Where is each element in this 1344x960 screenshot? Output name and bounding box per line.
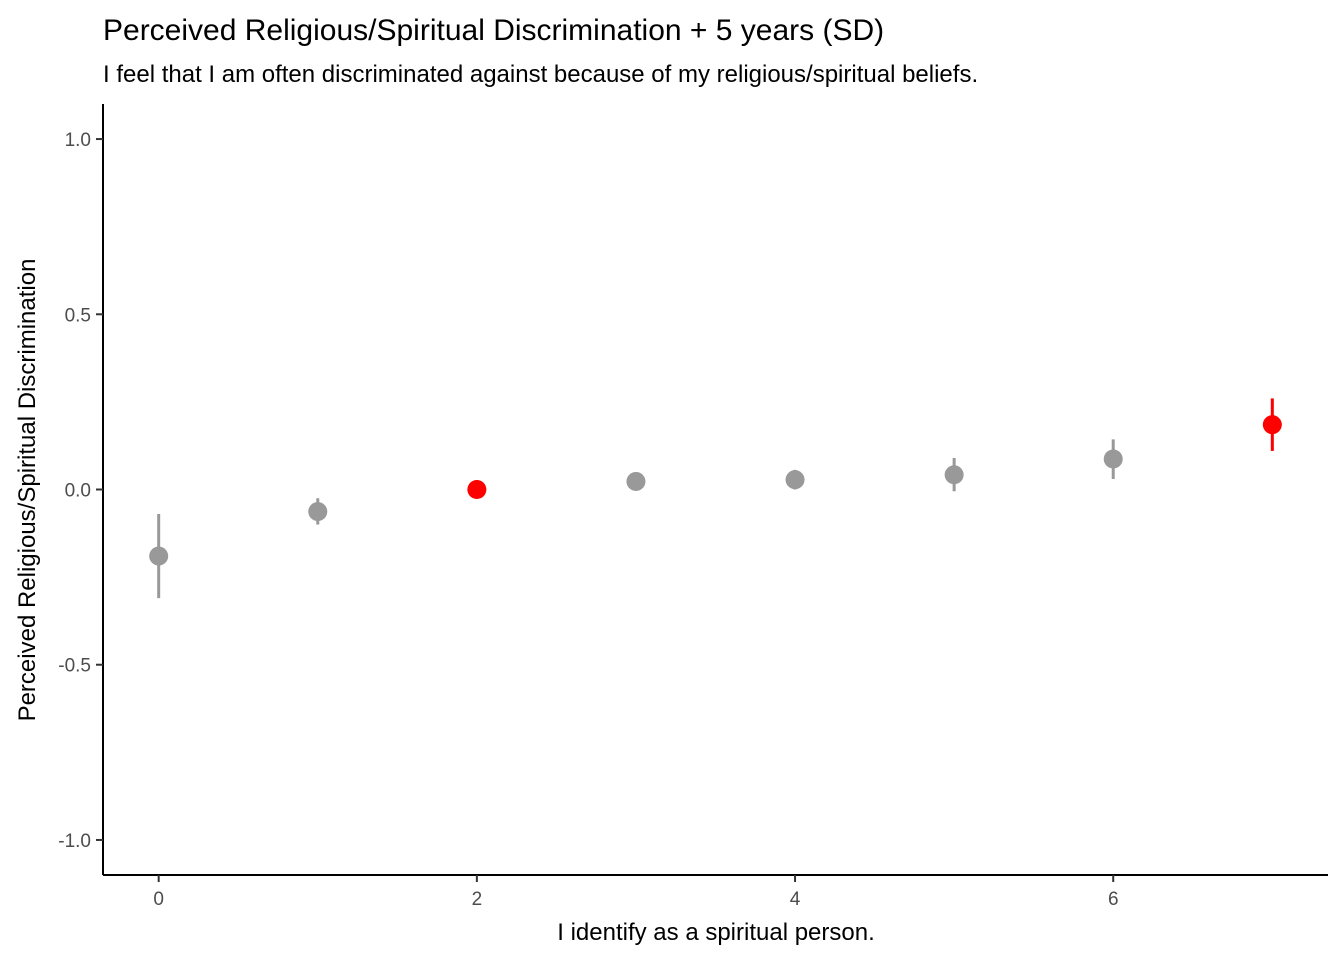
y-tick-label: -0.5: [58, 656, 91, 677]
x-tick-label: 0: [153, 889, 164, 910]
x-tick-label: 4: [790, 889, 801, 910]
x-tick-label: 2: [472, 889, 483, 910]
y-tick-label: 1.0: [65, 130, 91, 151]
data-point: [626, 471, 646, 491]
x-axis: 0 2 4 6: [103, 874, 1328, 910]
y-tick-label: 0.5: [65, 305, 91, 326]
x-tick-label: 6: [1108, 889, 1119, 910]
data-point: [1103, 449, 1123, 469]
data-point: [149, 546, 169, 566]
data-point-highlight: [1262, 415, 1282, 435]
data-point: [785, 470, 805, 490]
chart-title: Perceived Religious/Spiritual Discrimina…: [103, 14, 884, 47]
data-point: [308, 502, 328, 522]
y-tick-label: -1.0: [58, 831, 91, 852]
chart-subtitle: I feel that I am often discriminated aga…: [103, 61, 978, 88]
y-axis-label: Perceived Religious/Spiritual Discrimina…: [14, 259, 41, 722]
data-point: [944, 465, 964, 485]
x-axis-label: I identify as a spiritual person.: [557, 919, 875, 946]
data-point-highlight: [467, 480, 487, 499]
data-points: [149, 398, 1282, 599]
y-tick-label: 0.0: [65, 481, 91, 502]
y-axis: -1.0 -0.5 0.0 0.5 1.0: [58, 104, 104, 875]
